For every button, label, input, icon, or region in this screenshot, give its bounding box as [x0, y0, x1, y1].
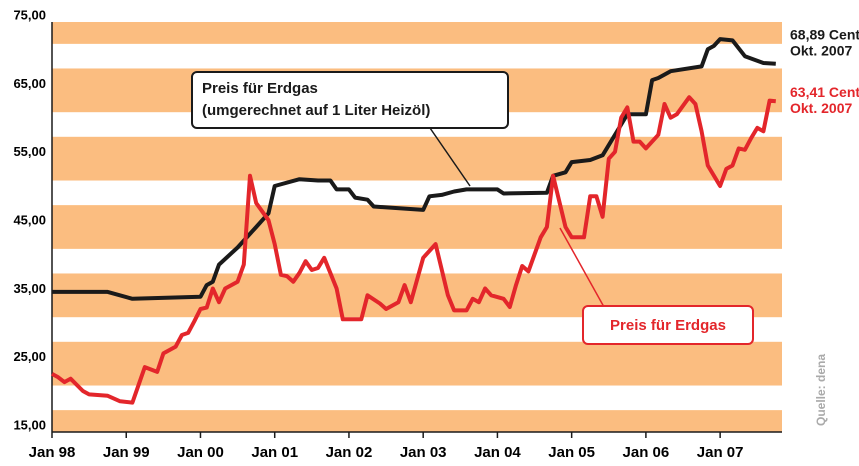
end-value-label: 68,89 Cent: [790, 26, 859, 42]
leader: [429, 127, 471, 187]
source: Quelle: dena: [814, 354, 828, 426]
x-tick-label: Jan 02: [326, 444, 373, 461]
x-tick-label: Jan 00: [177, 444, 224, 461]
x-tick-label: Jan 07: [697, 444, 744, 461]
bands: [52, 22, 782, 432]
legend-label: Preis für Erdgas: [202, 80, 318, 97]
end-date-label: Okt. 2007: [790, 42, 852, 58]
x-tick-label: Jan 05: [548, 444, 595, 461]
y-tick-label: 15,00: [13, 417, 46, 432]
band: [52, 205, 782, 249]
band: [52, 136, 782, 181]
series-line: [51, 95, 776, 405]
y-tick-label: 35,00: [13, 281, 46, 296]
x-tick-label: Jan 01: [251, 444, 298, 461]
end-value-label: 63,41 Cent: [790, 84, 859, 100]
x-tick-label: Jan 04: [474, 444, 521, 461]
x-tick-label: Jan 03: [400, 444, 447, 461]
axes: 15,00 25,00 35,00 45,00 55,00 65,00 75,00 Jan 9…: [13, 7, 782, 461]
legend-label: Preis für Erdgas: [610, 317, 726, 334]
legend-note: (umgerechnet auf 1 Liter Heizöl): [202, 102, 430, 119]
x-tick-label: Jan 06: [623, 444, 670, 461]
y-tick-label: 55,00: [13, 144, 46, 159]
y-tick-label: 45,00: [13, 212, 46, 227]
callout-box: [191, 71, 509, 129]
end-date-label: Okt. 2007: [790, 100, 852, 116]
y-tick-label: 25,00: [13, 349, 46, 364]
lines: [51, 37, 776, 405]
y-tick-label: 75,00: [13, 7, 46, 22]
leader: [559, 227, 605, 308]
band: [52, 22, 782, 44]
y-tick-label: 65,00: [13, 76, 46, 91]
callout-box: [582, 305, 754, 345]
x-tick-label: Jan 99: [103, 444, 150, 461]
x-tick-label: Jan 98: [29, 444, 76, 461]
band: [52, 410, 782, 432]
